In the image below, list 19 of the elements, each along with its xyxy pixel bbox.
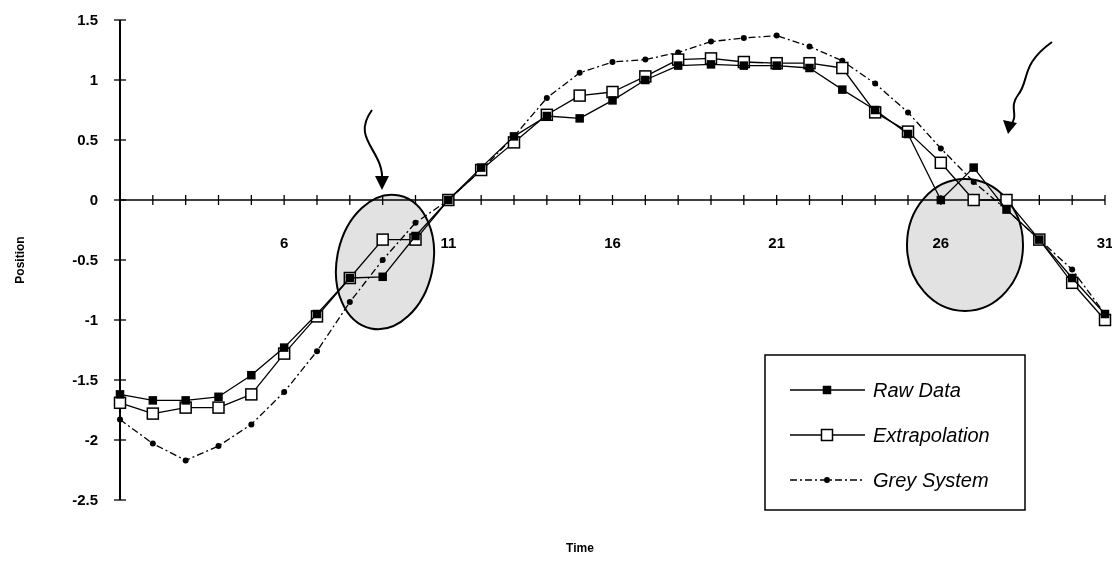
legend-label: Extrapolation — [873, 424, 990, 446]
x-tick-label: 26 — [932, 234, 950, 251]
y-tick-label: 1 — [89, 71, 98, 88]
y-tick-label: 0.5 — [77, 131, 98, 148]
legend-label: Grey System — [873, 469, 989, 491]
y-tick-label: -1 — [84, 311, 98, 328]
y-axis-title: Position — [13, 236, 27, 284]
x-tick-label: 16 — [604, 234, 621, 251]
y-tick-label: 0 — [89, 191, 98, 208]
x-axis-title: Time — [566, 541, 595, 555]
x-tick-label: 6 — [279, 234, 289, 251]
y-tick-label: -1.5 — [72, 371, 98, 388]
legend-label: Raw Data — [873, 379, 961, 401]
x-tick-label: 11 — [440, 234, 457, 251]
y-tick-label: -2.5 — [72, 491, 98, 508]
y-tick-label: -0.5 — [72, 251, 98, 268]
y-tick-label: 1.5 — [77, 11, 98, 28]
x-tick-label: 21 — [768, 234, 786, 251]
y-tick-label: -2 — [84, 431, 98, 448]
